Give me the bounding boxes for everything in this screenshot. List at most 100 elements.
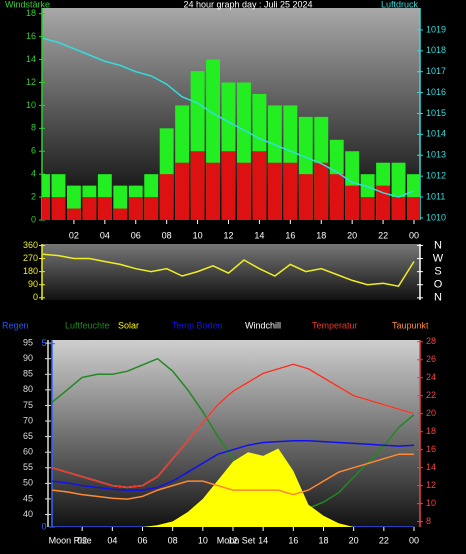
y-tick-label: 360 bbox=[23, 240, 38, 250]
y-tick-label: 60 bbox=[23, 447, 33, 457]
y-tick-label: 65 bbox=[23, 431, 33, 441]
x-tick-label: 00 bbox=[409, 230, 419, 240]
y-tick-label: 1012 bbox=[426, 171, 446, 181]
y-tick-label: 1018 bbox=[426, 45, 446, 55]
bar bbox=[360, 197, 375, 220]
y2-axis-title: Luftdruck bbox=[381, 0, 419, 9]
y-tick-label: 85 bbox=[23, 369, 33, 379]
y-tick-label: O bbox=[434, 279, 443, 291]
y-tick-label: 55 bbox=[23, 462, 33, 472]
y-axis-title: Windstärke bbox=[5, 0, 50, 9]
y-tick-label: N bbox=[434, 239, 442, 251]
y-tick-label: 10 bbox=[26, 100, 36, 110]
legend-label: Taupunkt bbox=[392, 320, 429, 330]
x-tick-label: 18 bbox=[316, 230, 326, 240]
annotation: Moon Set bbox=[217, 535, 256, 545]
line bbox=[42, 37, 415, 198]
plot-bg bbox=[42, 244, 420, 300]
y-tick-label: S bbox=[434, 266, 441, 278]
y-tick-label: 80 bbox=[23, 384, 33, 394]
x-tick-label: 12 bbox=[228, 535, 238, 545]
bar bbox=[298, 174, 313, 220]
y-tick-label: 6 bbox=[31, 146, 36, 156]
y-tick-label: 90 bbox=[28, 279, 38, 289]
y-tick-label: 18 bbox=[26, 8, 36, 18]
bar bbox=[42, 197, 50, 220]
y-tick-label: 75 bbox=[23, 400, 33, 410]
y-tick-label: 95 bbox=[23, 337, 33, 347]
y-tick-label: 50 bbox=[23, 478, 33, 488]
y-tick-label: 12 bbox=[26, 77, 36, 87]
x-tick-label: 00 bbox=[409, 535, 419, 545]
bar bbox=[283, 162, 298, 220]
area bbox=[52, 448, 414, 527]
bar bbox=[175, 162, 190, 220]
y-tick-label: 1017 bbox=[426, 66, 446, 76]
line bbox=[52, 357, 415, 510]
x-tick-label: 20 bbox=[349, 535, 359, 545]
bar bbox=[51, 197, 66, 220]
x-tick-label: 22 bbox=[378, 230, 388, 240]
chart-title: 24 hour graph day : Juli 25 2024 bbox=[183, 0, 312, 9]
y-tick-label: 26 bbox=[426, 354, 436, 364]
x-tick-label: 04 bbox=[107, 535, 117, 545]
bar bbox=[190, 151, 205, 220]
y-tick-label: 16 bbox=[26, 31, 36, 41]
x-tick-label: 06 bbox=[131, 230, 141, 240]
y-tick-label: 45 bbox=[23, 493, 33, 503]
y-tick-label: 1011 bbox=[426, 191, 445, 201]
x-tick-label: 16 bbox=[288, 535, 298, 545]
legend-label: Temperatur bbox=[312, 320, 358, 330]
y-tick-label: 1019 bbox=[426, 24, 446, 34]
y-tick-label: 70 bbox=[23, 415, 33, 425]
bar bbox=[267, 162, 282, 220]
y-tick-label: 28 bbox=[426, 336, 436, 346]
y-tick-label: 24 bbox=[426, 372, 436, 382]
line bbox=[52, 363, 415, 489]
y-tick-label: 1010 bbox=[426, 212, 446, 222]
legend-label: Windchill bbox=[245, 320, 281, 330]
y-tick-label: 0 bbox=[41, 521, 46, 531]
annotation: Moon Rise bbox=[49, 535, 92, 545]
y-tick-label: 90 bbox=[23, 353, 33, 363]
bar bbox=[314, 162, 329, 220]
y-tick-label: 22 bbox=[426, 390, 436, 400]
x-tick-label: 10 bbox=[193, 230, 203, 240]
bar bbox=[221, 151, 236, 220]
x-tick-label: 02 bbox=[69, 230, 79, 240]
bar bbox=[329, 174, 344, 220]
y-tick-label: 12 bbox=[426, 480, 436, 490]
y-tick-label: 14 bbox=[26, 54, 36, 64]
y-tick-label: 180 bbox=[23, 266, 38, 276]
bar bbox=[407, 197, 420, 220]
line bbox=[52, 453, 414, 500]
y-tick-label: 8 bbox=[426, 516, 431, 526]
x-tick-label: 04 bbox=[100, 230, 110, 240]
bar bbox=[144, 197, 159, 220]
bar bbox=[128, 197, 143, 220]
bar bbox=[97, 197, 112, 220]
x-tick-label: 22 bbox=[379, 535, 389, 545]
bar bbox=[159, 174, 174, 220]
bar bbox=[237, 162, 251, 220]
y-tick-label: 14 bbox=[426, 462, 436, 472]
x-tick-label: 08 bbox=[168, 535, 178, 545]
y-tick-label: W bbox=[433, 252, 444, 264]
y-tick-label: 270 bbox=[23, 253, 38, 263]
x-tick-label: 08 bbox=[162, 230, 172, 240]
legend-label: Luftfeuchte bbox=[65, 320, 110, 330]
y-tick-label: 2 bbox=[31, 191, 36, 201]
legend-label: Regen bbox=[2, 320, 29, 330]
legend-label: Solar bbox=[118, 320, 139, 330]
line bbox=[42, 253, 415, 288]
bar bbox=[252, 151, 267, 220]
y-tick-label: 10 bbox=[426, 498, 436, 508]
y-tick-label: 1014 bbox=[426, 129, 446, 139]
x-tick-label: 12 bbox=[223, 230, 233, 240]
legend-label: Temp Boden bbox=[172, 320, 223, 330]
x-tick-label: 10 bbox=[198, 535, 208, 545]
x-tick-label: 18 bbox=[318, 535, 328, 545]
y-tick-label: 4 bbox=[31, 169, 36, 179]
